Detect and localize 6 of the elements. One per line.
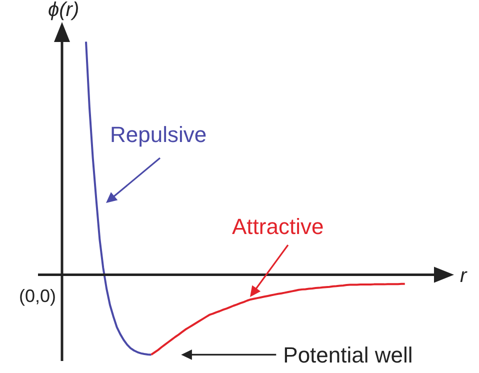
series-label: Repulsive [110, 122, 207, 147]
text: (0,0) [18, 286, 56, 306]
x-axis-title: r [460, 264, 468, 287]
y-axis-title: ϕ(r) [48, 0, 80, 21]
text: Attractive [232, 214, 324, 239]
annotation: Potential well [283, 342, 413, 368]
